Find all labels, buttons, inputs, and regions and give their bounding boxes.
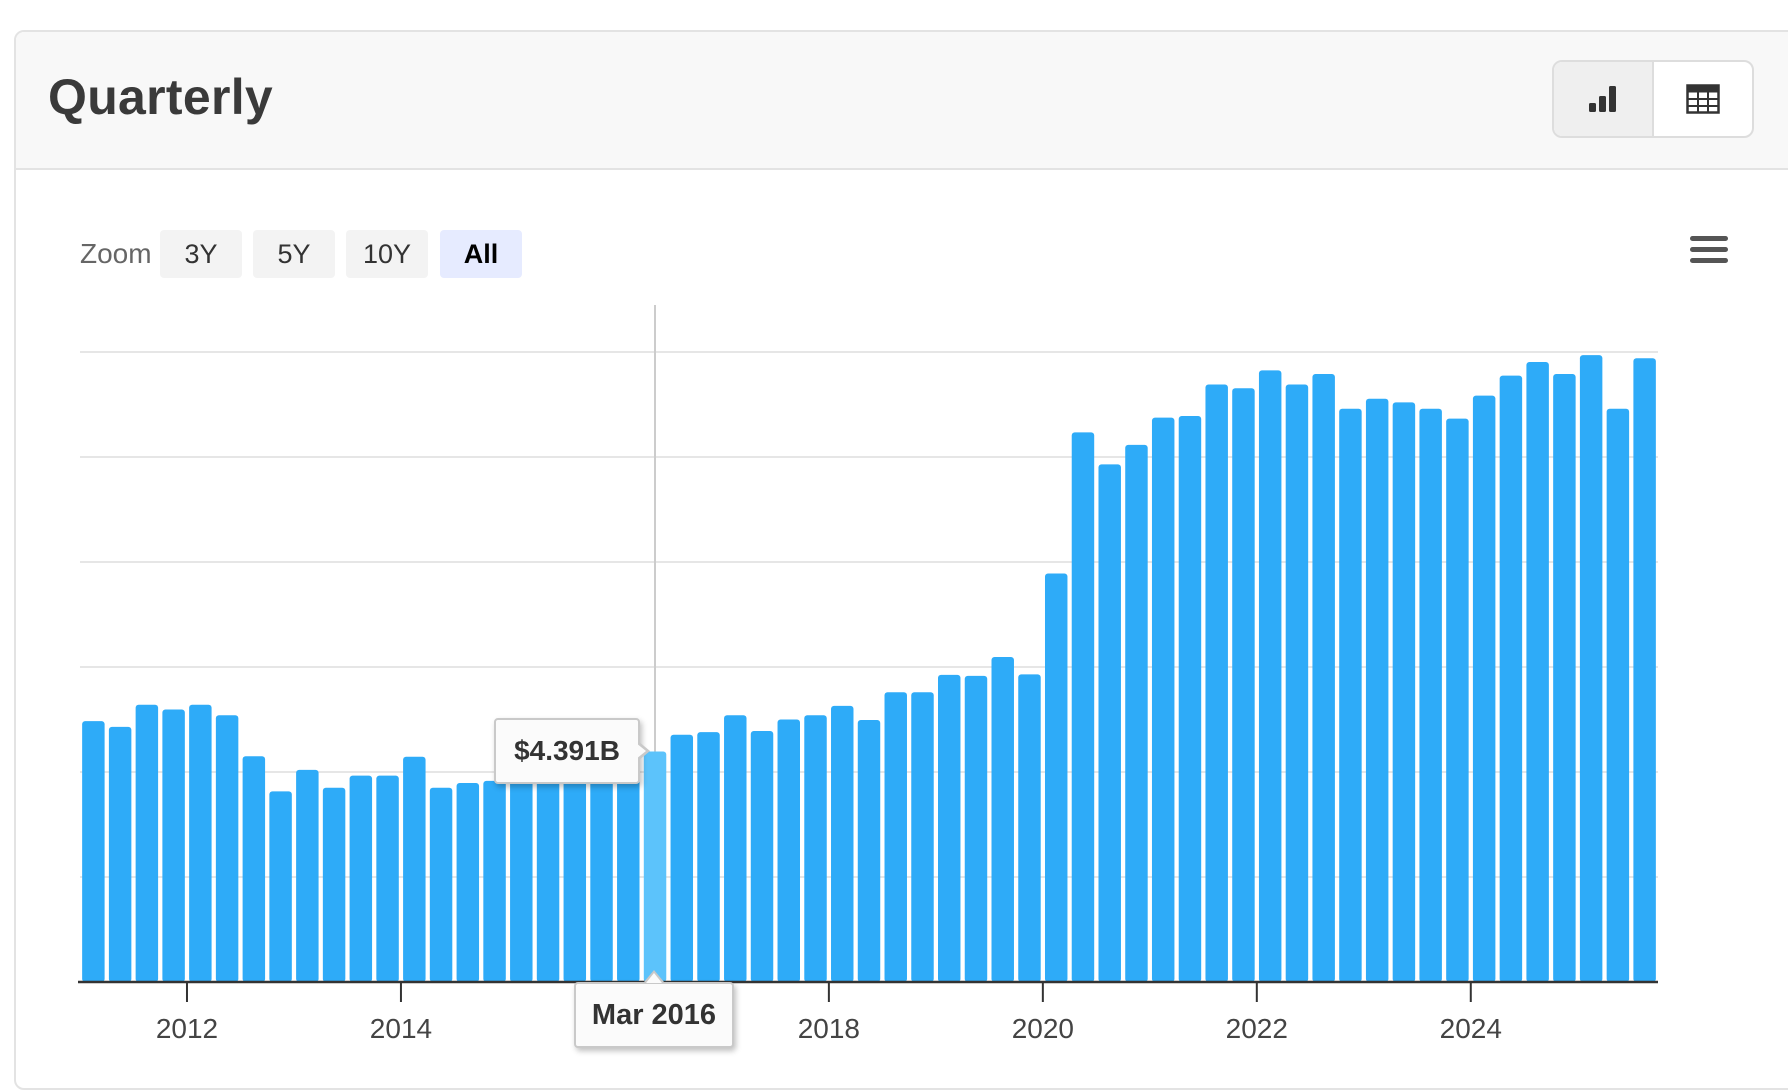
x-axis-tick-label: 2014 bbox=[370, 1013, 432, 1044]
bar[interactable] bbox=[1071, 432, 1095, 982]
bar[interactable] bbox=[1579, 355, 1603, 982]
bar[interactable] bbox=[322, 787, 346, 982]
bar[interactable] bbox=[911, 692, 934, 982]
bar[interactable] bbox=[189, 704, 212, 982]
bar[interactable] bbox=[162, 709, 185, 982]
bar[interactable] bbox=[1232, 388, 1255, 983]
bar[interactable] bbox=[1285, 384, 1309, 982]
bar[interactable] bbox=[376, 775, 399, 982]
zoom-label: Zoom bbox=[80, 238, 152, 269]
bar[interactable] bbox=[215, 715, 239, 982]
x-axis-tick-label: 2024 bbox=[1440, 1013, 1502, 1044]
x-axis: 2012201420162018202020222024 bbox=[156, 982, 1502, 1044]
bar[interactable] bbox=[269, 791, 292, 982]
card-title: Quarterly bbox=[48, 69, 274, 125]
value-tooltip: $4.391B bbox=[494, 718, 640, 784]
bar[interactable] bbox=[777, 719, 800, 983]
bar[interactable] bbox=[1125, 444, 1148, 982]
bar-chart-icon bbox=[1589, 86, 1616, 112]
bar[interactable] bbox=[403, 756, 426, 982]
chart-view-button[interactable] bbox=[1554, 62, 1654, 136]
bar[interactable] bbox=[1526, 361, 1549, 983]
bar[interactable] bbox=[456, 783, 480, 982]
bar[interactable] bbox=[135, 704, 159, 982]
bar[interactable] bbox=[831, 705, 854, 982]
bar[interactable] bbox=[643, 751, 667, 982]
bar[interactable] bbox=[349, 775, 373, 982]
date-tooltip: Mar 2016 bbox=[574, 982, 734, 1048]
bar[interactable] bbox=[1633, 358, 1656, 982]
bar[interactable] bbox=[483, 780, 506, 982]
bar[interactable] bbox=[242, 756, 266, 982]
bar[interactable] bbox=[563, 758, 587, 982]
bar[interactable] bbox=[1419, 408, 1442, 982]
value-tooltip-arrow bbox=[636, 741, 650, 761]
x-axis-tick-label: 2018 bbox=[798, 1013, 860, 1044]
bar[interactable] bbox=[884, 692, 907, 982]
x-axis-tick-label: 2020 bbox=[1012, 1013, 1074, 1044]
bar[interactable] bbox=[1499, 375, 1523, 983]
bar[interactable] bbox=[991, 657, 1014, 982]
x-axis-tick-label: 2022 bbox=[1226, 1013, 1288, 1044]
date-tooltip-arrow bbox=[644, 970, 664, 983]
table-view-button[interactable] bbox=[1654, 62, 1752, 136]
bar[interactable] bbox=[724, 715, 747, 982]
bar[interactable] bbox=[1446, 418, 1469, 982]
zoom-all-button[interactable]: All bbox=[440, 230, 522, 278]
bar[interactable] bbox=[510, 771, 533, 982]
bar[interactable] bbox=[617, 755, 640, 982]
bar[interactable] bbox=[1018, 674, 1041, 982]
bar[interactable] bbox=[1606, 408, 1630, 982]
bar-series bbox=[82, 355, 1656, 983]
bar[interactable] bbox=[82, 721, 105, 983]
bar[interactable] bbox=[429, 787, 453, 982]
bar[interactable] bbox=[1098, 464, 1121, 983]
bar[interactable] bbox=[590, 763, 613, 982]
bar[interactable] bbox=[964, 675, 988, 982]
zoom-10y-button[interactable]: 10Y bbox=[346, 230, 428, 278]
bar[interactable] bbox=[1151, 417, 1175, 983]
zoom-3y-button[interactable]: 3Y bbox=[160, 230, 242, 278]
bar[interactable] bbox=[857, 720, 881, 982]
bar[interactable] bbox=[1339, 408, 1362, 982]
bar[interactable] bbox=[1258, 370, 1282, 983]
card-header: Quarterly bbox=[16, 32, 1788, 170]
bar[interactable] bbox=[1044, 573, 1068, 982]
bar[interactable] bbox=[536, 770, 560, 982]
x-axis-tick-label: 2012 bbox=[156, 1013, 218, 1044]
bar[interactable] bbox=[1392, 402, 1416, 982]
bar[interactable] bbox=[1472, 395, 1496, 983]
bar[interactable] bbox=[296, 769, 319, 982]
zoom-5y-button[interactable]: 5Y bbox=[253, 230, 335, 278]
bar[interactable] bbox=[1553, 374, 1576, 982]
bar[interactable] bbox=[670, 734, 694, 983]
bar[interactable] bbox=[750, 731, 774, 982]
bar[interactable] bbox=[108, 726, 132, 982]
hamburger-menu-icon[interactable] bbox=[1690, 236, 1728, 266]
bar[interactable] bbox=[1312, 374, 1335, 982]
bar[interactable] bbox=[1205, 384, 1228, 982]
bar[interactable] bbox=[697, 732, 720, 982]
bar[interactable] bbox=[804, 715, 827, 982]
table-grid-icon bbox=[1686, 84, 1720, 114]
bar[interactable] bbox=[938, 674, 961, 983]
bar[interactable] bbox=[1178, 416, 1202, 982]
bar[interactable] bbox=[1365, 398, 1389, 983]
view-toggle bbox=[1552, 60, 1754, 138]
